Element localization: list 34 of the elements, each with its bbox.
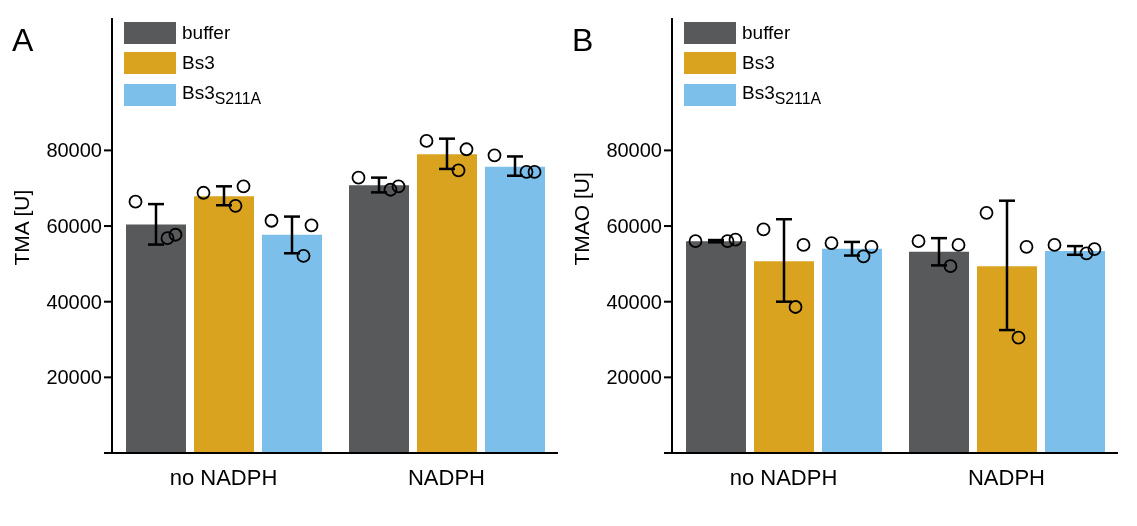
bar: [909, 251, 969, 453]
y-tick-label: 40000: [606, 290, 662, 313]
y-tick-label: 80000: [46, 139, 102, 162]
bar: [417, 154, 477, 453]
y-tick-label: 60000: [46, 215, 102, 238]
y-tick-label: 80000: [606, 139, 662, 162]
x-tick-label: NADPH: [967, 464, 1046, 490]
legend-label: buffer: [742, 22, 791, 44]
chart-title: A: [12, 22, 34, 59]
legend-label: Bs3: [742, 52, 775, 74]
x-tick-label: NADPH: [407, 464, 486, 490]
bar: [754, 261, 814, 453]
bar: [686, 241, 746, 453]
y-tick-label: 20000: [46, 366, 102, 389]
x-tick-label: no NADPH: [169, 464, 278, 490]
legend-label: Bs3$_{S211A}$: [742, 82, 822, 108]
x-tick-label: no NADPH: [729, 464, 838, 490]
y-tick-label: 20000: [606, 366, 662, 389]
bar: [194, 196, 254, 453]
bar: [485, 166, 545, 453]
legend-label: Bs3: [182, 52, 215, 74]
chart-title: B: [572, 22, 594, 59]
y-tick-label: 60000: [606, 215, 662, 238]
bar: [126, 224, 186, 453]
bar: [262, 234, 322, 453]
y-tick-label: 40000: [46, 290, 102, 313]
y-axis-title: TMA [U]: [10, 189, 34, 266]
y-axis-title: TMAO [U]: [570, 172, 594, 266]
legend-label: buffer: [182, 22, 231, 44]
bar: [1045, 251, 1105, 453]
legend-label: Bs3$_{S211A}$: [182, 82, 262, 108]
bar: [977, 266, 1037, 453]
bar: [349, 185, 409, 453]
bar: [822, 248, 882, 453]
